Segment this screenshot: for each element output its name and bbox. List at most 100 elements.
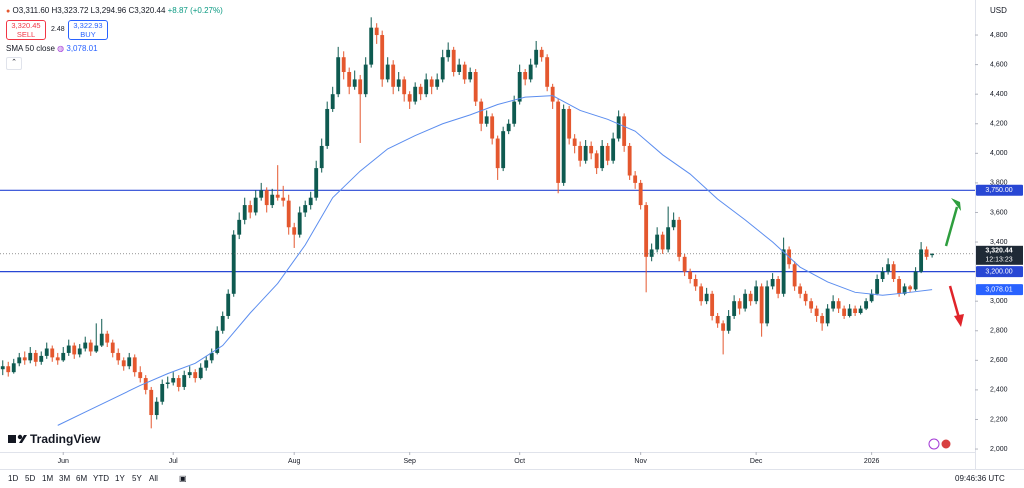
candle-body [50,348,55,358]
candle-body [798,286,803,294]
candle-body [567,108,572,139]
candle-body [418,86,423,95]
candle-body [671,219,676,228]
candle-body [847,308,852,316]
candle-body [616,116,621,139]
candle-body [44,348,49,356]
candle-body [710,293,715,316]
buy-button[interactable]: 3,322.93 BUY [68,20,108,40]
indicator-value: 3,078.01 [66,44,98,53]
candle-body [440,57,445,80]
candle-body [743,293,748,309]
candle-body [930,253,935,256]
candle-body [407,94,412,102]
candle-body [512,101,517,124]
candle-body [330,94,335,109]
candle-body [429,79,434,87]
candle-body [99,333,104,346]
candle-body [66,345,71,353]
indicator-name: SMA 50 close [6,44,55,53]
candle-body [391,64,396,87]
sell-button[interactable]: 3,320.45 SELL [6,20,46,40]
timeframe-button[interactable]: 5D [25,474,36,483]
candle-body [28,352,33,361]
ohlc-high: H3,323.72 [51,6,89,15]
candle-body [809,301,814,309]
indicator-icon: ◍ [57,44,65,53]
x-tick-label: Nov [634,458,647,465]
candle-body [347,72,352,87]
candle-body [644,205,649,257]
candle-body [171,378,176,383]
candle-body [589,145,594,154]
timeframe-button[interactable]: 6M [76,474,88,483]
candle-body [759,286,764,324]
candle-body [765,286,770,324]
timeframe-button[interactable]: 1Y [115,474,125,483]
candle-body [748,293,753,302]
candle-body [891,264,896,280]
candle-body [160,383,165,402]
candle-body [732,301,737,316]
timeframe-button[interactable]: 1M [42,474,54,483]
candle-body [336,57,341,95]
candle-body [61,352,66,361]
candle-body [682,256,687,272]
event-icon [928,438,940,450]
candle-body [259,190,264,198]
level-label: 3,200.00 [985,268,1012,275]
flag-icon [940,438,952,450]
candle-body [149,389,154,416]
y-tick-label: 4,800 [990,32,1008,39]
candle-body [281,197,286,201]
candle-body [726,315,731,331]
candle-body [110,342,115,353]
candle-body [484,116,489,124]
candle-body [523,72,528,80]
candle-body [490,116,495,139]
x-tick-label: 2026 [864,458,880,465]
candle-body [17,357,22,364]
candle-body [83,342,88,349]
candle-body [622,116,627,146]
candle-body [924,249,929,257]
countdown-label: 12:13:23 [985,257,1012,264]
indicator-legend: SMA 50 close ◍ 3,078.01 [6,44,98,53]
candle-body [737,301,742,309]
x-tick-label: Jul [169,458,178,465]
timeframe-button[interactable]: All [149,474,158,483]
date-range-button[interactable]: ▣ [179,474,187,483]
candle-body [638,182,643,206]
ohlc-change: +8.87 (+0.27%) [167,6,223,15]
timeframe-button[interactable]: 1D [8,474,19,483]
candle-body [132,357,137,373]
candle-body [704,293,709,302]
candle-body [633,175,638,183]
timeframe-button[interactable]: YTD [93,474,109,483]
candle-body [864,301,869,309]
candle-body [611,138,616,161]
candle-body [77,348,82,355]
candle-body [6,366,11,373]
candle-body [462,64,467,80]
candle-body [105,333,110,343]
candle-body [325,108,330,146]
candle-body [363,64,368,95]
candle-body [308,197,313,206]
candle-body [374,27,379,36]
candle-body [352,79,357,87]
collapse-button[interactable]: ⌃ [6,57,22,70]
y-tick-label: 4,400 [990,91,1008,98]
candle-body [715,315,720,324]
candle-body [226,293,231,316]
candle-body [572,138,577,146]
candle-body [869,293,874,302]
timeframe-button[interactable]: 5Y [132,474,142,483]
candle-body [237,219,242,235]
timeframe-button[interactable]: 3M [59,474,71,483]
candle-body [545,57,550,87]
candle-body [39,355,44,362]
candle-body [94,345,99,352]
candle-body [270,194,275,206]
candle-body [396,79,401,87]
